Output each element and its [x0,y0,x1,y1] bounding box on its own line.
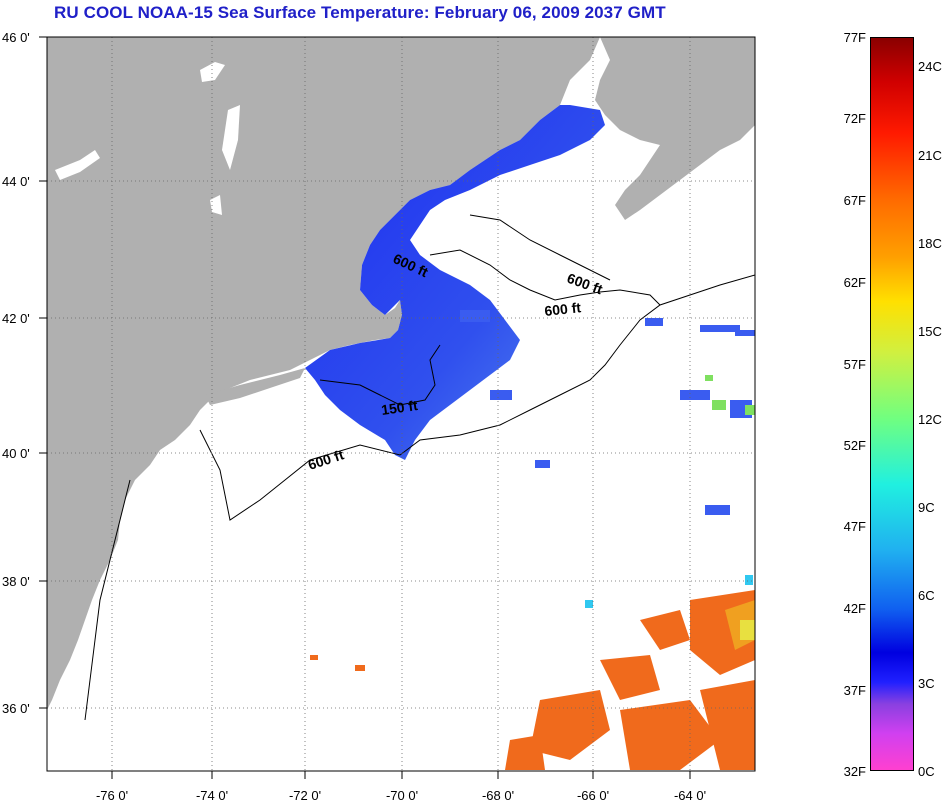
lat-label: 46 0' [2,30,30,45]
sst-cold-region [305,105,605,460]
contour-600-gom [429,249,661,306]
colorbar-c-label: 18C [918,236,942,251]
lat-label: 40 0' [2,446,30,461]
contour-label: 600 ft [544,299,582,319]
land-maritimes [595,37,755,220]
land-us [47,37,600,710]
colorbar-c-label: 9C [918,500,935,515]
lat-label: 36 0' [2,701,30,716]
contour-label: 150 ft [380,397,419,418]
colorbar-c-label: 21C [918,148,942,163]
colorbar-f-label: 62F [843,275,866,290]
lon-label: -68 0' [482,788,514,803]
colorbar-c-label: 24C [918,59,942,74]
colorbar-f-label: 42F [843,601,866,616]
lon-label: -74 0' [196,788,228,803]
lon-label: -70 0' [386,788,418,803]
colorbar-c-label: 15C [918,324,942,339]
lat-label: 38 0' [2,574,30,589]
lon-label: -64 0' [674,788,706,803]
colorbar-f-label: 52F [843,438,866,453]
contour-label: 600 ft [306,446,346,473]
lat-label: 42 0' [2,311,30,326]
temperature-colorbar [870,37,914,771]
colorbar-c-label: 12C [918,412,942,427]
colorbar-c-label: 3C [918,676,935,691]
colorbar-f-label: 57F [843,357,866,372]
colorbar-f-label: 47F [843,519,866,534]
colorbar-f-label: 67F [843,193,866,208]
lon-label: -66 0' [577,788,609,803]
colorbar-f-label: 37F [843,683,866,698]
lat-label: 44 0' [2,174,30,189]
contour-150 [319,344,441,406]
colorbar-f-label: 72F [843,111,866,126]
contour-600-south [199,274,755,521]
lon-label: -76 0' [96,788,128,803]
contour-label: 600 ft [565,270,605,298]
colorbar-c-label: 0C [918,764,935,779]
colorbar-f-label: 77F [843,30,866,45]
land-long-island [205,368,305,405]
colorbar-c-label: 6C [918,588,935,603]
map-frame [46,36,756,772]
colorbar-f-label: 32F [843,764,866,779]
lon-label: -72 0' [289,788,321,803]
map-title: RU COOL NOAA-15 Sea Surface Temperature:… [54,3,666,22]
sst-warm-region [310,590,755,770]
